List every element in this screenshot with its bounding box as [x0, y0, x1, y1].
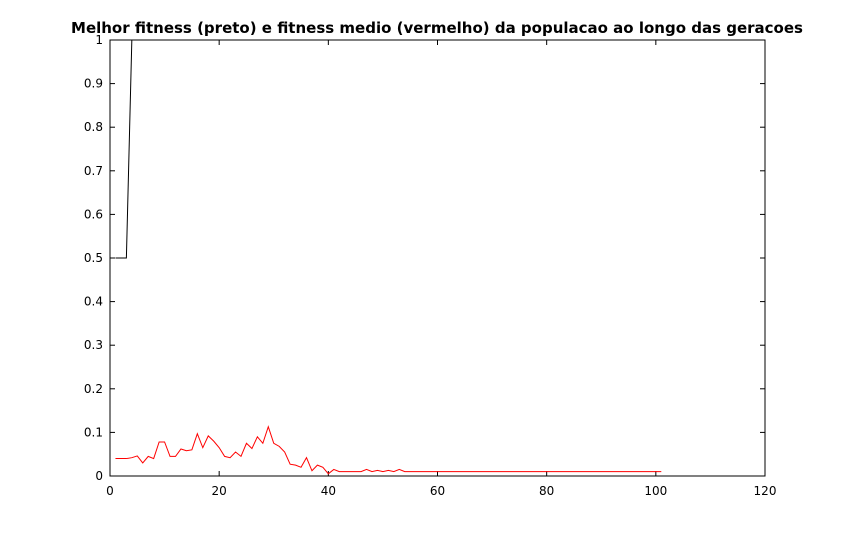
y-tick-label: 0.9 [84, 77, 103, 91]
x-tick-label: 40 [321, 484, 336, 498]
chart-title: Melhor fitness (preto) e fitness medio (… [71, 19, 803, 37]
y-axis: 0 0.1 0.2 0.3 0.4 0.5 0.6 0.7 0.8 0.9 1 [84, 33, 765, 483]
y-tick-label: 0.7 [84, 164, 103, 178]
y-tick-label: 1 [95, 33, 103, 47]
x-tick-label: 120 [754, 484, 777, 498]
y-tick-label: 0.2 [84, 382, 103, 396]
mean-fitness-line [115, 425, 662, 475]
y-tick-label: 0.6 [84, 207, 103, 221]
y-tick-label: 0.1 [84, 425, 103, 439]
x-tick-label: 80 [539, 484, 554, 498]
x-tick-label: 20 [212, 484, 227, 498]
plot-area-frame [109, 39, 766, 477]
y-tick-label: 0 [95, 469, 103, 483]
y-tick-label: 0.5 [84, 251, 103, 265]
best-fitness-line [115, 39, 662, 259]
x-tick-label: 0 [106, 484, 114, 498]
series-layer [115, 39, 662, 475]
y-tick-label: 0.8 [84, 120, 103, 134]
y-tick-label: 0.3 [84, 338, 103, 352]
x-tick-label: 60 [430, 484, 445, 498]
x-tick-label: 100 [644, 484, 667, 498]
x-axis: 0 20 40 60 80 100 120 [106, 40, 776, 498]
y-tick-label: 0.4 [84, 295, 103, 309]
